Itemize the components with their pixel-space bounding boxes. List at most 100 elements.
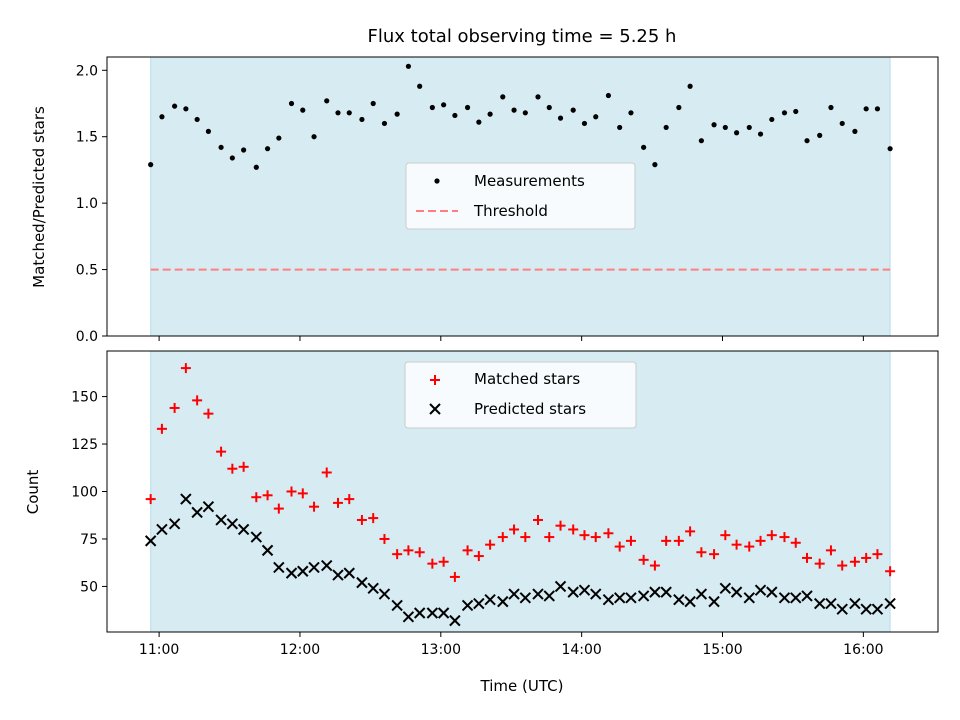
- predicted-stars-point: [673, 594, 685, 606]
- predicted-stars-point: [871, 603, 884, 615]
- measurement-point: [593, 114, 599, 120]
- measurement-point: [487, 111, 493, 117]
- measurement-point: [370, 100, 376, 107]
- matched-stars-point: [779, 532, 790, 543]
- chart-title: Flux total observing time = 5.25 h: [368, 26, 677, 47]
- predicted-stars-point: [613, 592, 626, 604]
- y-tick-label: 2.0: [76, 63, 98, 79]
- predicted-stars-point: [437, 607, 450, 619]
- predicted-stars-point: [321, 559, 333, 572]
- legend-label-measurements: Measurements: [474, 172, 585, 190]
- measurement-point: [546, 104, 552, 111]
- matched-stars-point: [356, 514, 367, 525]
- matched-stars-point: [744, 541, 755, 552]
- predicted-stars-point: [191, 506, 203, 519]
- measurement-point: [441, 102, 447, 108]
- legend-marker-predicted-stars: [429, 403, 441, 415]
- legend-frame: [405, 162, 636, 230]
- predicted-stars-point: [215, 514, 227, 526]
- matched-stars-point: [262, 490, 273, 501]
- y-tick-label: 0.5: [76, 263, 98, 279]
- predicted-stars-point: [836, 603, 848, 615]
- measurement-point: [676, 104, 682, 111]
- measurement-point: [205, 128, 212, 134]
- measurement-point: [698, 138, 704, 144]
- predicted-stars-point: [413, 607, 426, 619]
- matched-stars-point: [579, 530, 590, 541]
- predicted-stars-point: [497, 595, 509, 608]
- predicted-stars-point: [180, 493, 192, 505]
- bottom-panel-marks: [144, 363, 896, 627]
- predicted-stars-point: [402, 611, 415, 623]
- measurement-point: [229, 155, 235, 161]
- matched-stars-point: [872, 549, 883, 560]
- measurement-point: [641, 144, 647, 150]
- x-axis-label: Time (UTC): [480, 677, 564, 695]
- matched-stars-point: [368, 513, 379, 524]
- top-panel-frame: [106, 56, 939, 337]
- matched-stars-point: [603, 528, 614, 539]
- predicted-stars-point: [449, 614, 461, 627]
- predicted-stars-point: [250, 531, 263, 543]
- predicted-stars-point: [484, 594, 496, 606]
- x-tick-label: 12:00: [280, 642, 320, 658]
- measurement-point: [511, 107, 517, 113]
- matched-stars-point: [203, 408, 214, 419]
- predicted-stars-point: [660, 586, 672, 598]
- predicted-stars-point: [860, 603, 872, 615]
- measurement-point: [417, 83, 423, 89]
- matched-stars-point: [766, 530, 777, 541]
- matched-stars-point: [825, 545, 836, 556]
- predicted-stars-point: [695, 588, 708, 600]
- measurement-point: [148, 162, 154, 168]
- measurement-point: [887, 146, 893, 152]
- measurement-point: [828, 104, 834, 111]
- predicted-stars-point: [719, 582, 732, 595]
- matched-stars-point: [731, 539, 742, 550]
- measurement-point: [218, 144, 224, 150]
- x-tick-label: 16:00: [843, 642, 883, 658]
- measurement-point: [839, 120, 845, 127]
- matched-stars-point: [192, 395, 203, 406]
- predicted-stars-point: [649, 586, 661, 598]
- x-tick-label: 15:00: [702, 642, 742, 658]
- y-tick-label: 100: [71, 485, 98, 501]
- measurement-point: [804, 138, 810, 144]
- predicted-stars-point: [813, 597, 826, 610]
- legend-frame: [404, 361, 637, 429]
- measurement-point: [733, 130, 740, 136]
- measurement-point: [159, 114, 165, 120]
- matched-stars-point: [837, 560, 848, 571]
- measurement-point: [335, 110, 341, 116]
- matched-stars-point: [403, 545, 414, 556]
- measurement-point: [394, 111, 400, 117]
- measurement-point: [570, 107, 576, 113]
- matched-stars-point: [286, 486, 297, 497]
- y-tick-label: 0.0: [76, 329, 98, 345]
- matched-stars-point: [392, 549, 403, 560]
- predicted-stars-point: [849, 597, 861, 610]
- matched-stars-point: [509, 524, 520, 535]
- matched-stars-point: [590, 532, 601, 543]
- predicted-stars-point: [519, 592, 532, 604]
- y-tick-label: 125: [71, 437, 98, 453]
- measurement-point: [781, 110, 788, 116]
- predicted-stars-point: [261, 544, 274, 557]
- matched-stars-point: [169, 402, 180, 413]
- measurement-point: [852, 128, 858, 134]
- predicted-stars-point: [378, 588, 391, 600]
- matched-stars-point: [790, 537, 801, 548]
- predicted-stars-point: [532, 588, 544, 600]
- matched-stars-point: [379, 533, 390, 544]
- matched-stars-point: [216, 446, 227, 457]
- matched-stars-point: [814, 558, 825, 569]
- predicted-stars-point: [778, 592, 791, 604]
- predicted-stars-point: [543, 590, 555, 602]
- measurement-point: [652, 162, 658, 168]
- measurement-point: [311, 134, 317, 140]
- matched-stars-point: [251, 492, 262, 503]
- x-tick-label: 11:00: [139, 642, 179, 658]
- matched-stars-point: [180, 363, 191, 374]
- matched-stars-point: [273, 503, 284, 514]
- bottom-panel-y-axis-label: Count: [24, 470, 42, 515]
